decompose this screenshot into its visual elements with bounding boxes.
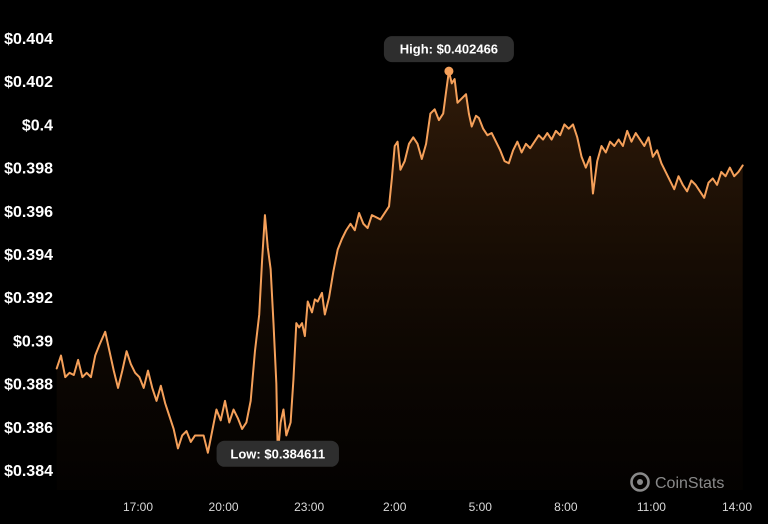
low-callout-box: [216, 440, 339, 467]
y-tick-label: $0.388: [4, 377, 53, 394]
high-callout: High: $0.402466: [383, 36, 514, 63]
x-tick-label: 14:00: [722, 500, 752, 514]
price-line: [55, 70, 744, 456]
low-callout-label: Low: $0.384611: [230, 446, 325, 461]
y-tick-label: $0.384: [4, 463, 53, 480]
y-tick-label: $0.394: [4, 247, 53, 264]
low-callout: Low: $0.384611: [216, 440, 339, 467]
y-tick-label: $0.404: [4, 31, 53, 48]
high-callout-label: High: $0.402466: [400, 42, 498, 57]
y-tick-label: $0.398: [4, 161, 53, 178]
y-tick-label: $0.39: [13, 333, 53, 350]
watermark: CoinStats: [630, 472, 724, 492]
high-marker: [444, 66, 454, 76]
x-tick-label: 23:00: [294, 500, 324, 514]
x-tick-label: 20:00: [209, 500, 239, 514]
y-tick-label: $0.402: [4, 74, 53, 91]
price-area-fill: [56, 71, 743, 491]
y-tick-label: $0.392: [4, 290, 53, 307]
annotations: High: $0.402466 Low: $0.384611: [216, 36, 514, 467]
high-callout-box: [383, 36, 514, 63]
y-tick-label: $0.396: [4, 204, 53, 221]
y-tick-label: $0.4: [22, 117, 53, 134]
coinstats-logo-icon: [630, 472, 650, 492]
x-tick-label: 5:00: [469, 500, 493, 514]
x-axis: 17:00 20:00 23:00 2:00 5:00 8:00 11:00 14:00: [123, 500, 752, 514]
x-tick-label: 11:00: [637, 500, 666, 514]
x-tick-label: 17:00: [123, 500, 153, 514]
watermark-text: CoinStats: [655, 475, 724, 492]
x-tick-label: 2:00: [383, 500, 407, 514]
y-tick-label: $0.386: [4, 420, 53, 437]
y-axis: $0.404 $0.402 $0.4 $0.398 $0.396 $0.394 $0.392…: [4, 31, 53, 480]
x-tick-label: 8:00: [554, 500, 578, 514]
